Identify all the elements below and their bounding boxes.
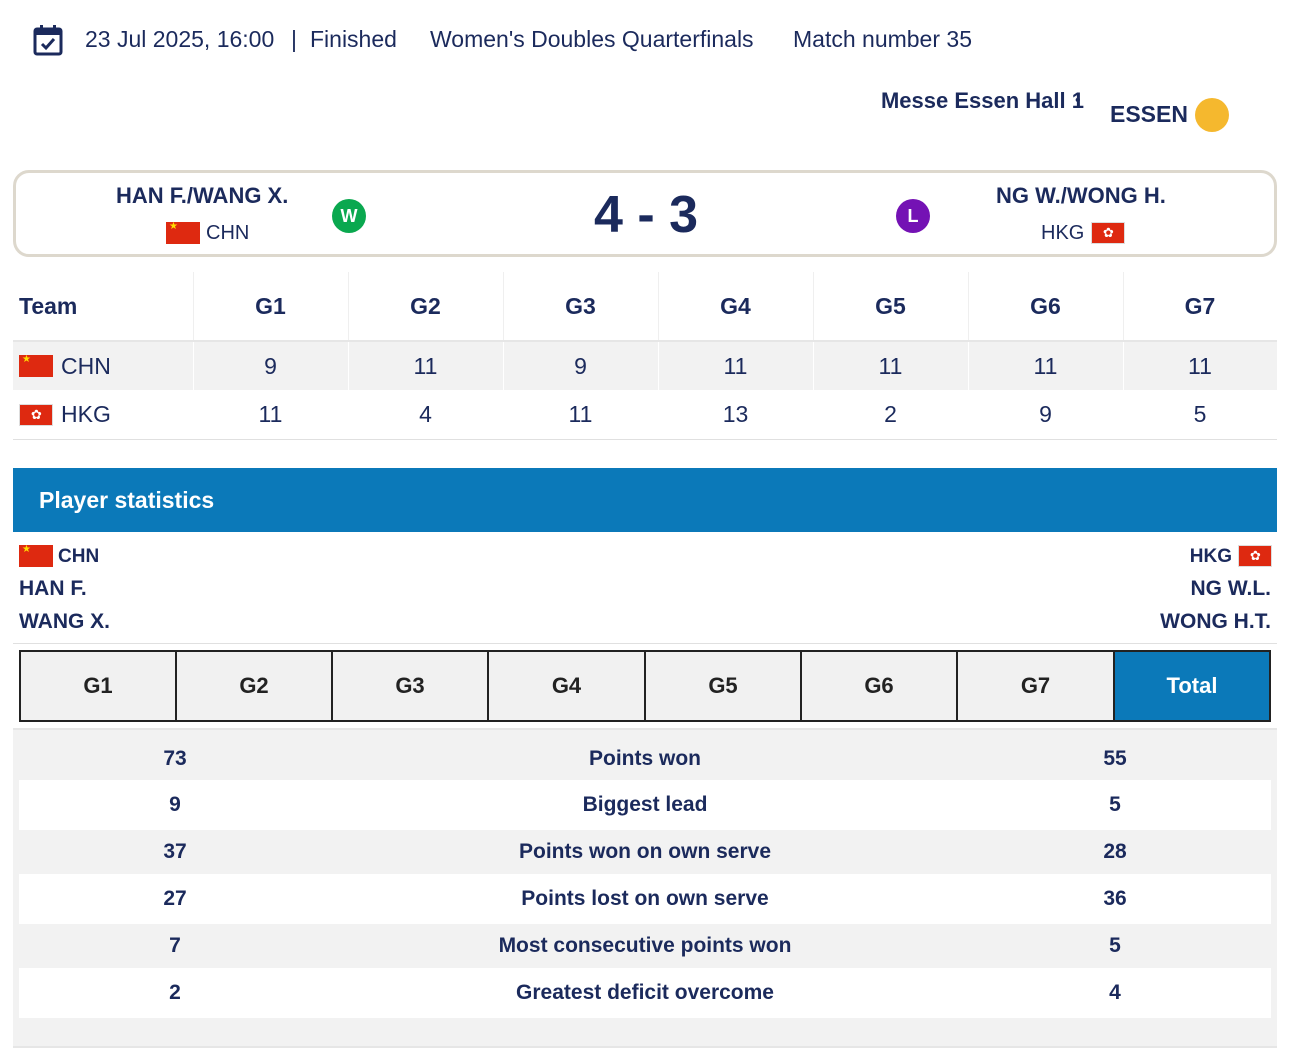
tab-g2[interactable]: G2 bbox=[175, 650, 333, 722]
score-cell: 9 bbox=[264, 352, 277, 379]
score-cell: 11 bbox=[568, 401, 593, 427]
stat-left-value: 73 bbox=[163, 746, 187, 770]
header-g4: G4 bbox=[720, 292, 751, 319]
table-header-row: Team G1 G2 G3 G4 G5 G6 G7 bbox=[13, 272, 1277, 342]
header-team: Team bbox=[19, 292, 78, 319]
score-cell: 9 bbox=[574, 352, 587, 379]
tab-g6[interactable]: G6 bbox=[800, 650, 958, 722]
home-team-code: CHN bbox=[206, 222, 250, 244]
score-cell: 5 bbox=[1193, 401, 1207, 427]
tab-total[interactable]: Total bbox=[1113, 650, 1271, 722]
right-team-code: HKG bbox=[1189, 546, 1232, 567]
stat-row: 37 Points won on own serve 28 bbox=[19, 830, 1271, 874]
stat-label: Greatest deficit overcome bbox=[516, 981, 774, 1004]
stat-left-value: 37 bbox=[163, 840, 187, 863]
team-cell: CHN bbox=[13, 342, 193, 390]
team-code: CHN bbox=[61, 352, 111, 379]
tab-g3[interactable]: G3 bbox=[331, 650, 489, 722]
win-badge: W bbox=[332, 199, 366, 233]
team-code: HKG bbox=[61, 401, 111, 427]
stat-left-value: 9 bbox=[169, 793, 181, 816]
stat-label: Biggest lead bbox=[582, 793, 708, 816]
stat-left-value: 2 bbox=[169, 981, 181, 1004]
stat-label: Points won on own serve bbox=[518, 840, 772, 863]
stat-label: Points lost on own serve bbox=[521, 887, 769, 910]
game-tabs: G1 G2 G3 G4 G5 G6 G7 Total bbox=[19, 650, 1271, 722]
stat-label: Points won bbox=[589, 746, 701, 770]
score-cell: 9 bbox=[1039, 401, 1052, 427]
team-cell: HKG bbox=[13, 390, 193, 439]
score-cell: 11 bbox=[723, 352, 748, 379]
score-cell: 11 bbox=[878, 352, 903, 379]
stat-row: 7 Most consecutive points won 5 bbox=[19, 924, 1271, 968]
stat-right-value: 28 bbox=[1103, 840, 1127, 863]
player-stats-table: 73 Points won 55 9 Biggest lead 5 37 Poi… bbox=[13, 728, 1277, 1048]
tab-g5[interactable]: G5 bbox=[644, 650, 802, 722]
score-cell: 11 bbox=[1033, 352, 1058, 379]
stat-row: 27 Points lost on own serve 36 bbox=[19, 874, 1271, 924]
stat-right-value: 36 bbox=[1103, 887, 1127, 910]
china-flag-icon bbox=[166, 221, 200, 244]
header-g1: G1 bbox=[255, 292, 286, 319]
hong-kong-flag-icon bbox=[1091, 222, 1125, 244]
match-status: Finished bbox=[310, 26, 397, 52]
match-datetime: 23 Jul 2025, 16:00 bbox=[85, 26, 275, 52]
stat-right-value: 4 bbox=[1109, 981, 1121, 1004]
hong-kong-flag-icon bbox=[1238, 545, 1272, 567]
calendar-check-icon bbox=[33, 25, 63, 56]
score-cell: 11 bbox=[413, 352, 438, 379]
china-flag-icon bbox=[19, 354, 53, 377]
tab-g1[interactable]: G1 bbox=[19, 650, 177, 722]
stat-left-value: 7 bbox=[169, 934, 181, 957]
match-number: Match number 35 bbox=[793, 26, 972, 52]
loss-badge: L bbox=[896, 199, 930, 233]
table-row: CHN 9 11 9 11 11 11 11 bbox=[13, 342, 1277, 390]
match-score: 4 - 3 bbox=[593, 186, 699, 244]
match-header: 23 Jul 2025, 16:00 | Finished Women's Do… bbox=[0, 0, 1290, 80]
venue-name: Messe Essen Hall 1 bbox=[880, 88, 1084, 113]
header-g6: G6 bbox=[1030, 292, 1061, 319]
home-team-name: HAN F./WANG X. bbox=[116, 183, 289, 208]
score-cell: 2 bbox=[884, 401, 897, 427]
header-g3: G3 bbox=[565, 292, 596, 319]
away-team-name: NG W./WONG H. bbox=[996, 183, 1166, 208]
score-cell: 11 bbox=[258, 401, 283, 427]
left-player-2: WANG X. bbox=[19, 610, 111, 633]
header-g2: G2 bbox=[410, 292, 441, 319]
match-event: Women's Doubles Quarterfinals bbox=[430, 26, 754, 52]
stat-right-value: 55 bbox=[1103, 746, 1127, 770]
tab-g4[interactable]: G4 bbox=[487, 650, 646, 722]
left-team-code: CHN bbox=[58, 546, 100, 567]
stat-right-value: 5 bbox=[1109, 934, 1121, 957]
sun-icon bbox=[1195, 98, 1229, 132]
header-g7: G7 bbox=[1184, 292, 1216, 319]
header-separator: | bbox=[291, 26, 297, 52]
left-player-1: HAN F. bbox=[19, 577, 87, 600]
stat-row: 2 Greatest deficit overcome 4 bbox=[19, 968, 1271, 1018]
player-statistics-title: Player statistics bbox=[39, 487, 215, 513]
stat-row: 73 Points won 55 bbox=[19, 735, 1271, 782]
score-cell: 13 bbox=[722, 401, 749, 427]
venue-separator-dot: • bbox=[1075, 92, 1081, 109]
right-player-1: NG W.L. bbox=[1190, 577, 1272, 600]
stat-left-value: 27 bbox=[163, 887, 187, 910]
hong-kong-flag-icon bbox=[19, 403, 53, 426]
city-name: ESSEN bbox=[1110, 101, 1188, 127]
table-row: HKG 11 4 11 13 2 9 5 bbox=[13, 390, 1277, 440]
header-g5: G5 bbox=[875, 292, 906, 319]
china-flag-icon bbox=[19, 544, 53, 567]
player-statistics-banner: Player statistics bbox=[13, 468, 1277, 532]
away-team-code: HKG bbox=[1041, 222, 1085, 244]
score-cell: 4 bbox=[419, 401, 432, 427]
divider bbox=[13, 643, 1277, 644]
tab-g7[interactable]: G7 bbox=[956, 650, 1115, 722]
scorecard: HAN F./WANG X. CHN W 4 - 3 L NG W./WONG … bbox=[13, 170, 1277, 257]
stat-right-value: 5 bbox=[1109, 793, 1121, 816]
stat-label: Most consecutive points won bbox=[498, 934, 792, 957]
score-cell: 11 bbox=[1188, 352, 1212, 379]
stat-row: 9 Biggest lead 5 bbox=[19, 780, 1271, 830]
right-player-2: WONG H.T. bbox=[1160, 610, 1271, 633]
